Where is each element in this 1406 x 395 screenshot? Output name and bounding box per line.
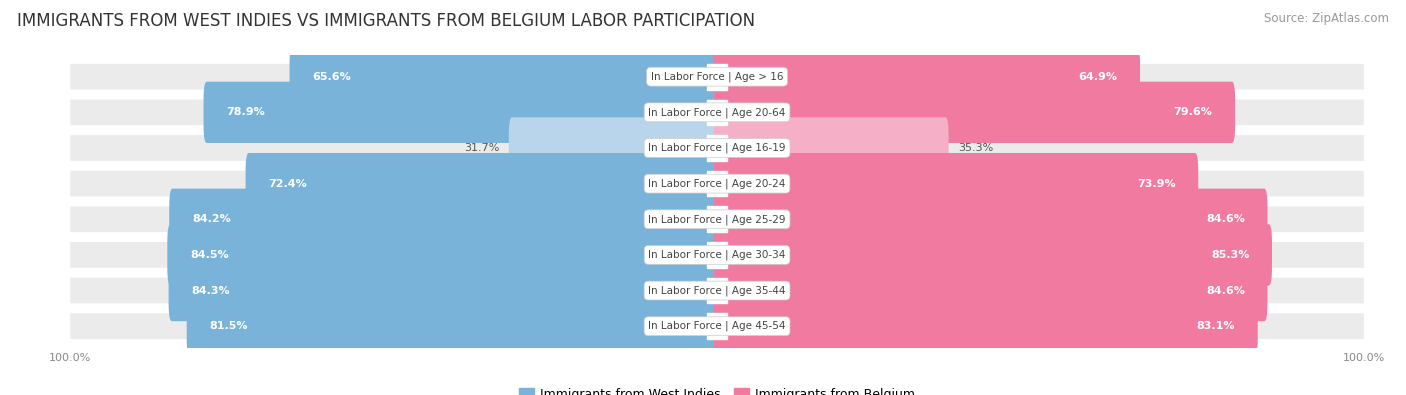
FancyBboxPatch shape <box>169 189 720 250</box>
Text: 85.3%: 85.3% <box>1211 250 1250 260</box>
FancyBboxPatch shape <box>714 260 1267 321</box>
FancyBboxPatch shape <box>714 82 1234 143</box>
Text: In Labor Force | Age > 16: In Labor Force | Age > 16 <box>651 71 783 82</box>
Text: 84.2%: 84.2% <box>191 214 231 224</box>
Text: In Labor Force | Age 20-24: In Labor Force | Age 20-24 <box>648 179 786 189</box>
FancyBboxPatch shape <box>70 313 1364 339</box>
Text: In Labor Force | Age 25-29: In Labor Force | Age 25-29 <box>648 214 786 224</box>
Text: 84.3%: 84.3% <box>191 286 229 295</box>
Text: In Labor Force | Age 20-64: In Labor Force | Age 20-64 <box>648 107 786 118</box>
FancyBboxPatch shape <box>70 207 1364 232</box>
Text: In Labor Force | Age 30-34: In Labor Force | Age 30-34 <box>648 250 786 260</box>
Text: 35.3%: 35.3% <box>959 143 994 153</box>
FancyBboxPatch shape <box>204 82 720 143</box>
Text: 78.9%: 78.9% <box>226 107 264 117</box>
Text: 84.6%: 84.6% <box>1206 286 1244 295</box>
FancyBboxPatch shape <box>714 153 1198 214</box>
FancyBboxPatch shape <box>187 295 720 357</box>
Text: 81.5%: 81.5% <box>209 321 247 331</box>
FancyBboxPatch shape <box>70 278 1364 303</box>
Text: 64.9%: 64.9% <box>1078 71 1118 82</box>
Text: 84.6%: 84.6% <box>1206 214 1244 224</box>
FancyBboxPatch shape <box>714 189 1267 250</box>
Legend: Immigrants from West Indies, Immigrants from Belgium: Immigrants from West Indies, Immigrants … <box>515 383 920 395</box>
Text: In Labor Force | Age 16-19: In Labor Force | Age 16-19 <box>648 143 786 153</box>
FancyBboxPatch shape <box>70 64 1364 90</box>
Text: 65.6%: 65.6% <box>312 71 352 82</box>
FancyBboxPatch shape <box>70 135 1364 161</box>
Text: 31.7%: 31.7% <box>464 143 499 153</box>
FancyBboxPatch shape <box>70 171 1364 196</box>
FancyBboxPatch shape <box>714 224 1272 286</box>
Text: In Labor Force | Age 45-54: In Labor Force | Age 45-54 <box>648 321 786 331</box>
FancyBboxPatch shape <box>167 224 720 286</box>
Text: IMMIGRANTS FROM WEST INDIES VS IMMIGRANTS FROM BELGIUM LABOR PARTICIPATION: IMMIGRANTS FROM WEST INDIES VS IMMIGRANT… <box>17 12 755 30</box>
Text: In Labor Force | Age 35-44: In Labor Force | Age 35-44 <box>648 285 786 296</box>
Text: 83.1%: 83.1% <box>1197 321 1234 331</box>
FancyBboxPatch shape <box>714 295 1258 357</box>
FancyBboxPatch shape <box>246 153 720 214</box>
FancyBboxPatch shape <box>714 117 949 179</box>
FancyBboxPatch shape <box>509 117 720 179</box>
Text: 72.4%: 72.4% <box>269 179 307 189</box>
FancyBboxPatch shape <box>290 46 720 107</box>
FancyBboxPatch shape <box>169 260 720 321</box>
Text: 84.5%: 84.5% <box>190 250 229 260</box>
FancyBboxPatch shape <box>70 242 1364 268</box>
Text: Source: ZipAtlas.com: Source: ZipAtlas.com <box>1264 12 1389 25</box>
Text: 73.9%: 73.9% <box>1137 179 1175 189</box>
FancyBboxPatch shape <box>714 46 1140 107</box>
Text: 79.6%: 79.6% <box>1174 107 1212 117</box>
FancyBboxPatch shape <box>70 100 1364 125</box>
